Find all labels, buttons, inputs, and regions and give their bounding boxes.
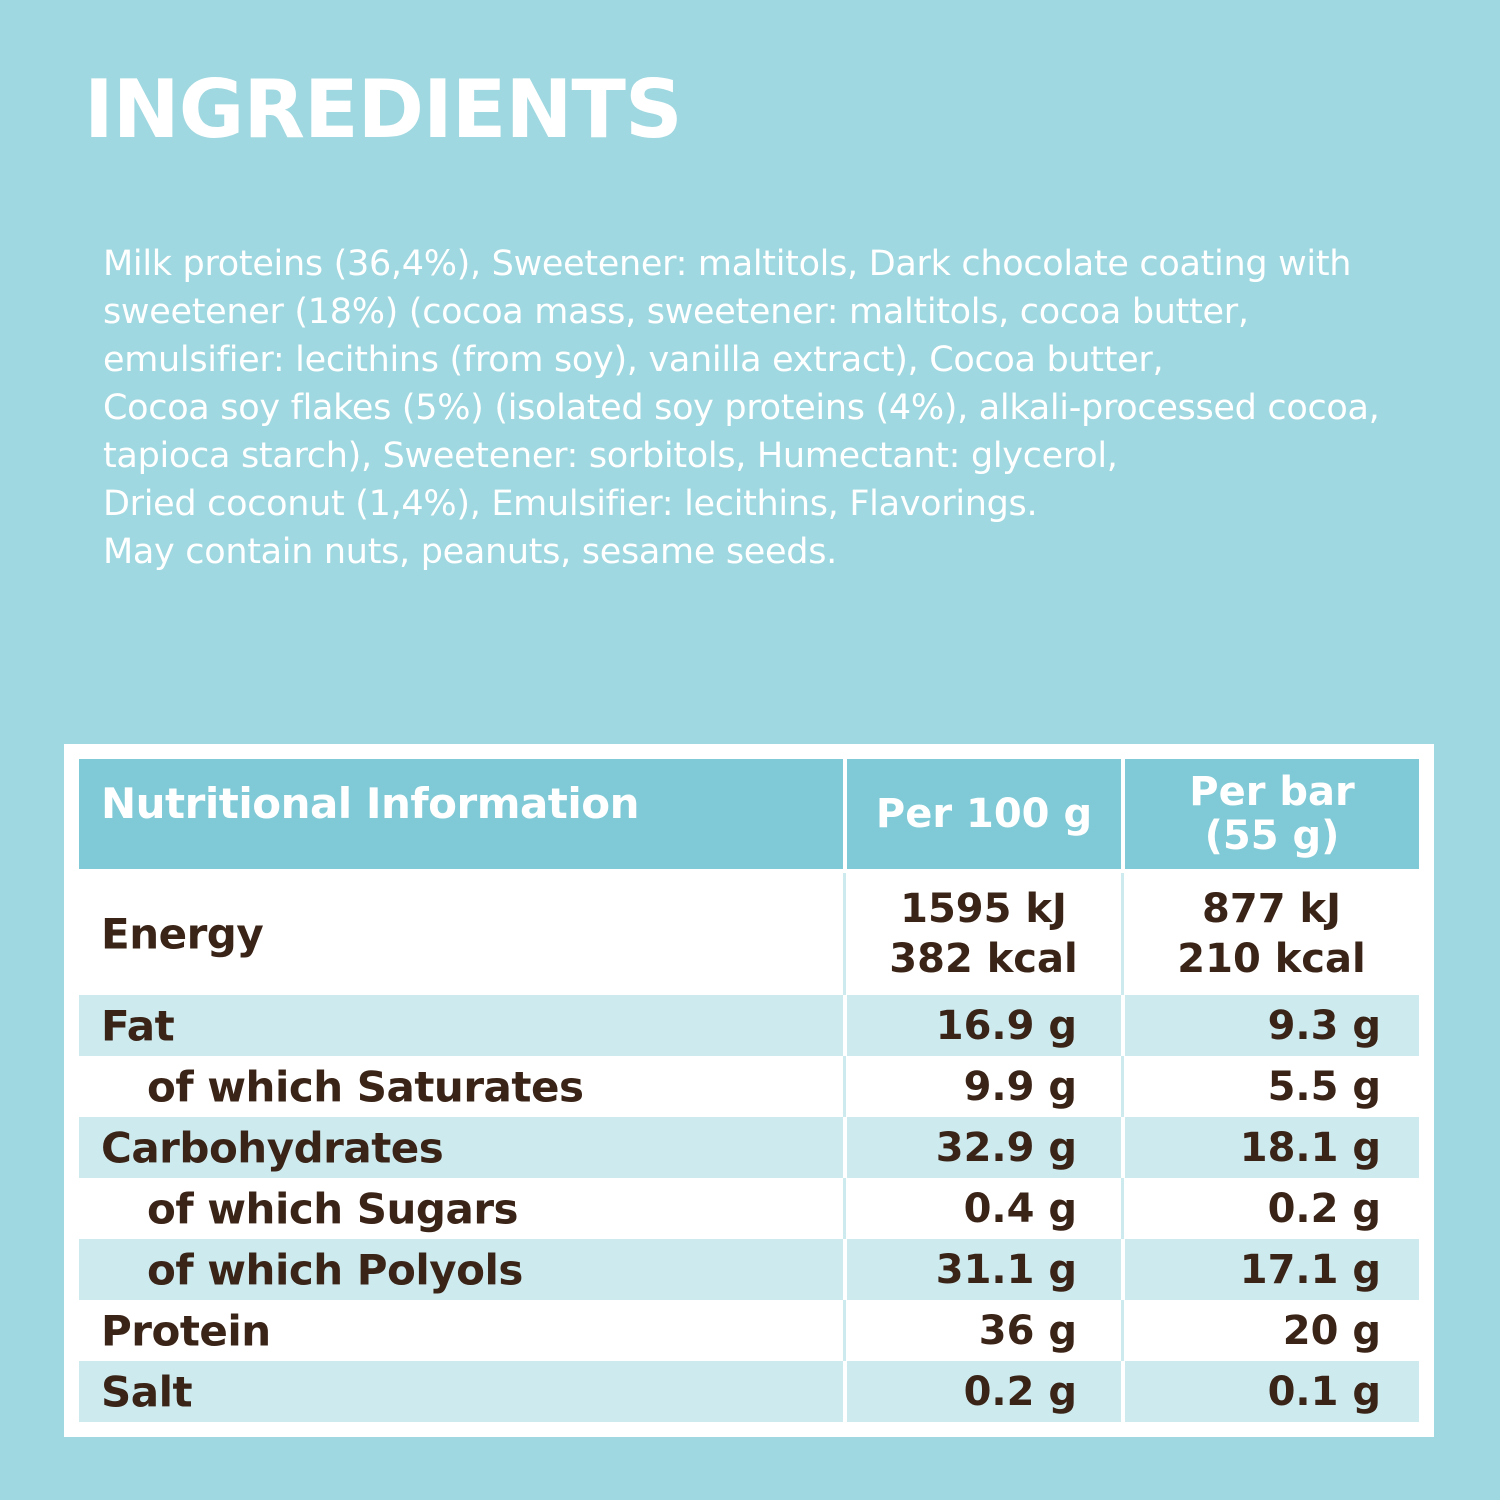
perbar-value: 0.1 g — [1267, 1368, 1381, 1415]
energy-per100-kcal: 382 kcal — [889, 936, 1078, 982]
header-per100-cell: Per 100 g — [843, 759, 1121, 869]
nutrition-card: Nutritional Information Per 100 g Per ba… — [64, 744, 1434, 1437]
perbar-value: 20 g — [1282, 1307, 1381, 1354]
column-header-perbar: Per bar (55 g) — [1189, 770, 1354, 858]
page-title: INGREDIENTS — [84, 63, 683, 156]
row-label: Energy — [101, 909, 264, 959]
per100-value: 0.2 g — [963, 1368, 1077, 1415]
nutrition-table: Nutritional Information Per 100 g Per ba… — [79, 759, 1419, 1422]
header-perbar-cell: Per bar (55 g) — [1121, 759, 1419, 869]
per100-value: 16.9 g — [935, 1002, 1077, 1049]
column-header-per100: Per 100 g — [875, 791, 1093, 837]
nutrition-header-row: Nutritional Information Per 100 g Per ba… — [79, 759, 1419, 869]
ingredients-line: emulsifier: lecithins (from soy), vanill… — [103, 340, 1164, 380]
table-row-saturates: of which Saturates 9.9 g 5.5 g — [79, 1056, 1419, 1117]
perbar-value: 0.2 g — [1267, 1185, 1381, 1232]
row-label: of which Saturates — [147, 1062, 584, 1111]
ingredients-line: Dried coconut (1,4%), Emulsifier: lecith… — [103, 484, 1038, 524]
perbar-value: 17.1 g — [1239, 1246, 1381, 1293]
perbar-value: 18.1 g — [1239, 1124, 1381, 1171]
table-row-energy: Energy 1595 kJ 382 kcal 877 kJ 210 kcal — [79, 873, 1419, 995]
per100-value: 9.9 g — [963, 1063, 1077, 1110]
header-label-cell: Nutritional Information — [79, 759, 843, 869]
row-label: of which Polyols — [147, 1245, 523, 1294]
table-row-fat: Fat 16.9 g 9.3 g — [79, 995, 1419, 1056]
ingredients-line: Cocoa soy flakes (5%) (isolated soy prot… — [103, 388, 1380, 428]
row-label: Protein — [101, 1306, 271, 1355]
per100-value: 36 g — [978, 1307, 1077, 1354]
column-header-perbar-line2: (55 g) — [1204, 813, 1340, 859]
table-row-carbohydrates: Carbohydrates 32.9 g 18.1 g — [79, 1117, 1419, 1178]
ingredients-line: tapioca starch), Sweetener: sorbitols, H… — [103, 436, 1118, 476]
per100-value: 0.4 g — [963, 1185, 1077, 1232]
per100-value: 32.9 g — [935, 1124, 1077, 1171]
nutrition-table-title: Nutritional Information — [101, 779, 640, 828]
row-label: Carbohydrates — [101, 1123, 444, 1172]
perbar-value: 5.5 g — [1267, 1063, 1381, 1110]
energy-perbar-kcal: 210 kcal — [1177, 936, 1366, 982]
row-label: of which Sugars — [147, 1184, 519, 1233]
ingredients-line: sweetener (18%) (cocoa mass, sweetener: … — [103, 292, 1249, 332]
table-row-polyols: of which Polyols 31.1 g 17.1 g — [79, 1239, 1419, 1300]
table-row-salt: Salt 0.2 g 0.1 g — [79, 1361, 1419, 1422]
energy-perbar-value: 877 kJ 210 kcal — [1124, 884, 1419, 984]
energy-perbar-kj: 877 kJ — [1202, 886, 1341, 932]
per100-value: 31.1 g — [935, 1246, 1077, 1293]
ingredients-line: May contain nuts, peanuts, sesame seeds. — [103, 532, 837, 572]
row-label: Fat — [101, 1001, 175, 1050]
table-row-sugars: of which Sugars 0.4 g 0.2 g — [79, 1178, 1419, 1239]
energy-per100-value: 1595 kJ 382 kcal — [846, 884, 1121, 984]
table-row-protein: Protein 36 g 20 g — [79, 1300, 1419, 1361]
perbar-value: 9.3 g — [1267, 1002, 1381, 1049]
ingredients-line: Milk proteins (36,4%), Sweetener: maltit… — [103, 244, 1352, 284]
ingredients-text: Milk proteins (36,4%), Sweetener: maltit… — [103, 240, 1463, 576]
energy-per100-kj: 1595 kJ — [900, 886, 1067, 932]
column-header-perbar-line1: Per bar — [1189, 769, 1355, 815]
row-label: Salt — [101, 1367, 193, 1416]
